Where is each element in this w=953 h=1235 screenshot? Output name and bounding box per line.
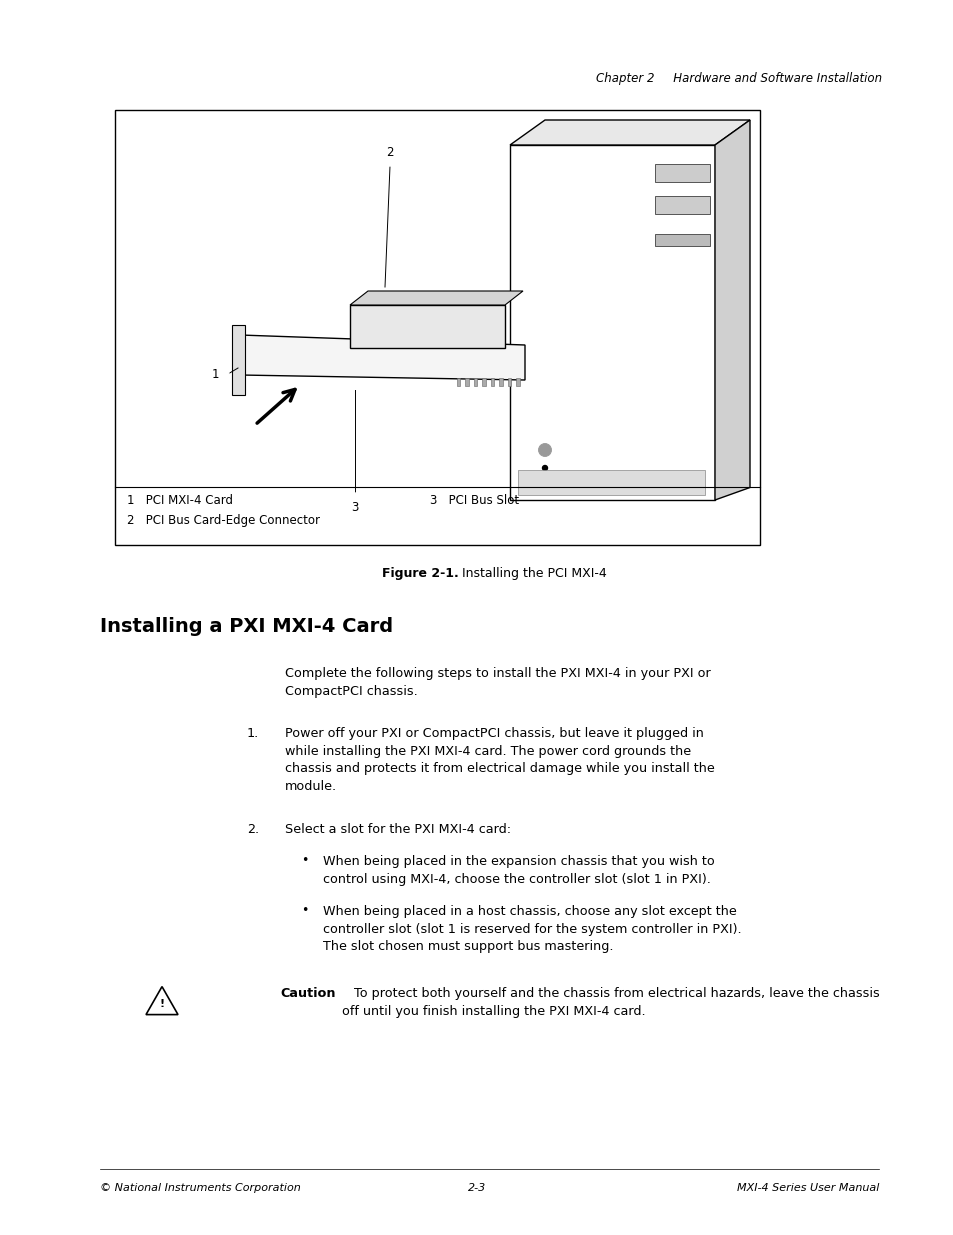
Bar [655,233,709,246]
Text: When being placed in the expansion chassis that you wish to
control using MXI-4,: When being placed in the expansion chass… [323,855,714,885]
Text: 1: 1 [211,368,218,382]
Text: Complete the following steps to install the PXI MXI-4 in your PXI or
CompactPCI : Complete the following steps to install … [285,667,710,698]
Bar [456,378,459,387]
Bar [507,378,511,387]
Bar [350,305,504,348]
Text: •: • [301,904,308,918]
Text: Installing a PXI MXI-4 Card: Installing a PXI MXI-4 Card [100,618,393,636]
Bar [473,378,476,387]
Polygon shape [714,120,749,500]
Text: 2-3: 2-3 [467,1183,486,1193]
Polygon shape [510,144,714,500]
Text: Chapter 2     Hardware and Software Installation: Chapter 2 Hardware and Software Installa… [596,72,882,85]
Text: 1   PCI MXI-4 Card: 1 PCI MXI-4 Card [127,494,233,508]
Text: Installing the PCI MXI-4: Installing the PCI MXI-4 [454,567,607,580]
Circle shape [201,361,229,389]
Polygon shape [240,335,524,380]
Polygon shape [232,325,245,395]
Bar [498,378,502,387]
Text: !: ! [159,999,164,1009]
Text: •: • [301,853,308,867]
Text: To protect both yourself and the chassis from electrical hazards, leave the chas: To protect both yourself and the chassis… [341,987,879,1018]
Polygon shape [510,120,749,144]
Bar [517,471,704,495]
Bar [115,110,760,545]
Text: © National Instruments Corporation: © National Instruments Corporation [100,1183,300,1193]
Circle shape [542,466,547,471]
Bar [516,378,519,387]
Text: When being placed in a host chassis, choose any slot except the
controller slot : When being placed in a host chassis, cho… [323,905,740,953]
Text: Power off your PXI or CompactPCI chassis, but leave it plugged in
while installi: Power off your PXI or CompactPCI chassis… [285,727,714,793]
Text: Select a slot for the PXI MXI-4 card:: Select a slot for the PXI MXI-4 card: [285,823,511,836]
Bar [655,196,709,214]
Polygon shape [146,987,178,1015]
Circle shape [375,138,403,165]
Text: 2   PCI Bus Card-Edge Connector: 2 PCI Bus Card-Edge Connector [127,514,319,527]
Polygon shape [350,291,522,305]
Text: MXI-4 Series User Manual: MXI-4 Series User Manual [736,1183,878,1193]
Text: 2.: 2. [247,823,259,836]
Bar [464,378,468,387]
Text: 2: 2 [386,146,394,158]
Bar [490,378,494,387]
Text: 3   PCI Bus Slot: 3 PCI Bus Slot [430,494,518,508]
Circle shape [537,443,551,457]
Text: Figure 2-1.: Figure 2-1. [382,567,458,580]
Text: 1.: 1. [247,727,259,740]
Circle shape [340,493,369,521]
Text: 3: 3 [351,500,358,514]
Bar [655,164,709,182]
Text: Caution: Caution [280,987,335,1000]
Bar [481,378,485,387]
